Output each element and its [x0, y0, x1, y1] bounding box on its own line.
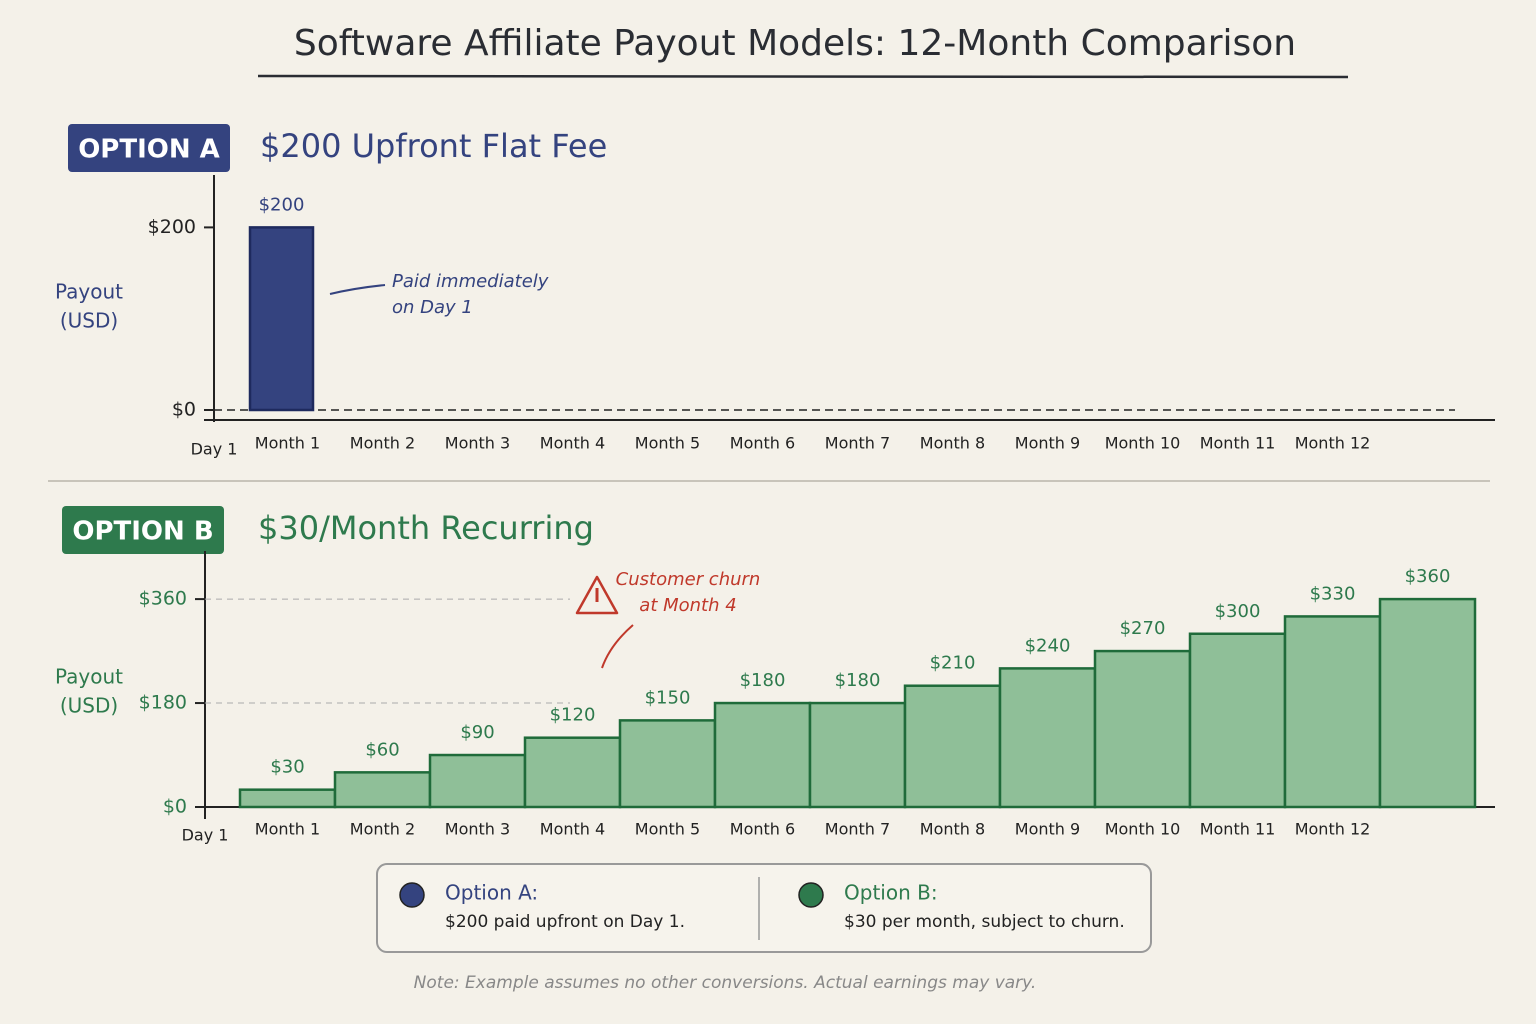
bar: [248, 226, 315, 412]
value-label: $300: [1215, 601, 1261, 622]
y-tick-label: $200: [148, 216, 196, 238]
x-tick-label: Month 12: [1295, 820, 1371, 839]
chart-title: $200 Upfront Flat Fee: [260, 127, 607, 165]
legend-swatch: [399, 882, 425, 908]
annotation: on Day 1: [392, 297, 473, 318]
value-label: $30: [270, 757, 304, 778]
x-tick-label: Month 4: [540, 820, 605, 839]
bar: [808, 701, 907, 809]
legend-text: $200 paid upfront on Day 1.: [445, 912, 685, 932]
y-axis-label: (USD): [60, 309, 118, 333]
x-tick-label: Month 7: [825, 434, 890, 453]
x-tick-label: Month 10: [1105, 434, 1181, 453]
title-underline: [257, 74, 1349, 79]
value-label: $180: [835, 670, 881, 691]
value-label: $150: [645, 687, 691, 708]
y-tick-label: $0: [172, 399, 196, 421]
option-badge: [68, 124, 230, 172]
chart-title: $30/Month Recurring: [258, 509, 594, 547]
x-tick-label: Month 7: [825, 820, 890, 839]
y-axis-label: Payout: [55, 665, 123, 689]
x-tick-label: Month 3: [445, 434, 510, 453]
bar: [238, 788, 337, 809]
x-tick-label: Month 9: [1015, 434, 1080, 453]
bar: [903, 684, 1002, 809]
x-tick-label: Month 5: [635, 820, 700, 839]
value-label: $360: [1405, 566, 1451, 587]
bar: [998, 667, 1097, 809]
x-tick-label: Month 5: [635, 434, 700, 453]
annotation-arrow: [601, 624, 634, 669]
x-tick-label: Month 10: [1105, 820, 1181, 839]
bar: [1283, 615, 1382, 809]
bar: [523, 736, 622, 809]
x-tick-label: Month 11: [1200, 434, 1276, 453]
value-label: $270: [1120, 618, 1166, 639]
legend-text: $30 per month, subject to churn.: [844, 912, 1125, 932]
x-tick-label: Month 2: [350, 820, 415, 839]
note: Note: Example assumes no other conversio…: [414, 973, 1037, 993]
x-tick-label: Month 8: [920, 820, 985, 839]
y-axis-label: Payout: [55, 280, 123, 304]
x-tick-label: Month 3: [445, 820, 510, 839]
x-tick-label: Month 9: [1015, 820, 1080, 839]
legend-name: Option A:: [445, 881, 538, 905]
bar: [618, 719, 717, 809]
value-label: $240: [1025, 635, 1071, 656]
legend-box: [376, 863, 1152, 953]
value-label: $120: [550, 705, 596, 726]
x-tick-label: Month 6: [730, 820, 795, 839]
legend-name: Option B:: [844, 881, 938, 905]
warning-icon: [575, 575, 619, 615]
x-tick-label: Month 2: [350, 434, 415, 453]
bar: [1378, 597, 1477, 809]
annotation: Paid immediately: [392, 271, 549, 292]
bar: [1093, 649, 1192, 809]
value-label: $210: [930, 653, 976, 674]
x-tick-label: Month 4: [540, 434, 605, 453]
legend-swatch: [798, 882, 824, 908]
x-tick-label: Day 1: [182, 826, 229, 845]
bar: [428, 753, 527, 809]
y-tick-label: $360: [139, 588, 187, 610]
bar: [333, 771, 432, 809]
y-axis-label: (USD): [60, 694, 118, 718]
x-tick-label: Month 12: [1295, 434, 1371, 453]
annotation: at Month 4: [639, 595, 736, 616]
option-badge-text: OPTION B: [72, 517, 213, 547]
x-tick-label: Month 8: [920, 434, 985, 453]
x-tick-label: Month 1: [255, 434, 320, 453]
y-tick-label: $180: [139, 692, 187, 714]
value-label: $330: [1310, 583, 1356, 604]
x-tick-label: Month 11: [1200, 820, 1276, 839]
page-title: Software Affiliate Payout Models: 12-Mon…: [294, 23, 1296, 64]
annotation-arrow: [329, 284, 386, 295]
option-badge-text: OPTION A: [78, 135, 220, 165]
bar: [713, 701, 812, 809]
annotation: Customer churn: [616, 569, 761, 590]
value-label: $60: [365, 739, 399, 760]
x-tick-label: Month 6: [730, 434, 795, 453]
x-tick-label: Day 1: [191, 440, 238, 459]
option-badge: [62, 506, 224, 554]
value-label: $180: [740, 670, 786, 691]
x-tick-label: Month 1: [255, 820, 320, 839]
value-label: $200: [259, 194, 305, 215]
bar: [1188, 632, 1287, 809]
y-tick-label: $0: [163, 796, 187, 818]
value-label: $90: [460, 722, 494, 743]
